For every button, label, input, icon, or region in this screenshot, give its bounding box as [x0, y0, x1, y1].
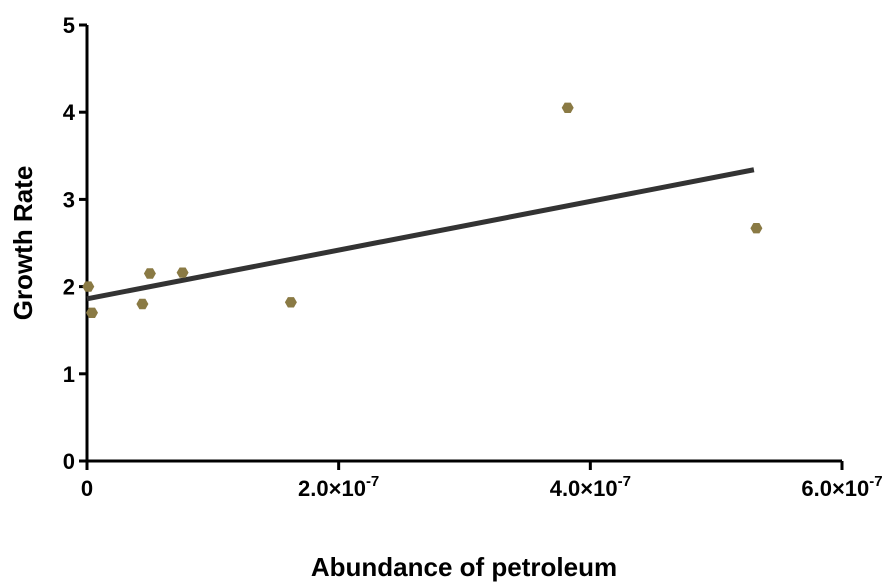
x-tick-mantissa: 2.0×10	[298, 476, 366, 501]
y-tick-label: 2	[63, 275, 75, 300]
x-tick-label: 6.0×10-7	[801, 473, 882, 501]
data-point	[176, 267, 189, 278]
x-tick-label: 2.0×10-7	[298, 473, 379, 501]
x-axis-title: Abundance of petroleum	[311, 552, 617, 582]
y-axis-ticks: 0 1 2 3 4 5	[63, 13, 87, 474]
data-point	[86, 307, 98, 318]
data-points	[82, 102, 763, 318]
data-point	[143, 268, 156, 279]
x-tick-exponent: -7	[869, 473, 882, 490]
x-axis-ticks: 0 2.0×10-7 4.0×10-7 6.0×10-7	[81, 461, 883, 501]
y-tick-label: 0	[63, 449, 75, 474]
x-tick-label: 0	[81, 476, 93, 501]
y-tick-label: 4	[63, 100, 76, 125]
data-point	[82, 281, 95, 292]
data-point	[284, 297, 297, 308]
y-axis-title: Growth Rate	[8, 166, 38, 321]
y-tick-label: 1	[63, 362, 75, 387]
data-point	[561, 102, 574, 113]
regression-line	[86, 167, 755, 302]
y-tick-label: 3	[63, 187, 75, 212]
x-tick-exponent: -7	[366, 473, 379, 490]
x-tick-mantissa: 6.0×10	[801, 476, 869, 501]
data-point	[750, 223, 763, 234]
data-point	[136, 298, 149, 310]
x-tick-mantissa: 0	[81, 476, 93, 501]
y-tick-label: 5	[63, 13, 75, 38]
x-tick-exponent: -7	[618, 473, 631, 490]
x-tick-mantissa: 4.0×10	[550, 476, 618, 501]
x-tick-label: 4.0×10-7	[550, 473, 631, 501]
